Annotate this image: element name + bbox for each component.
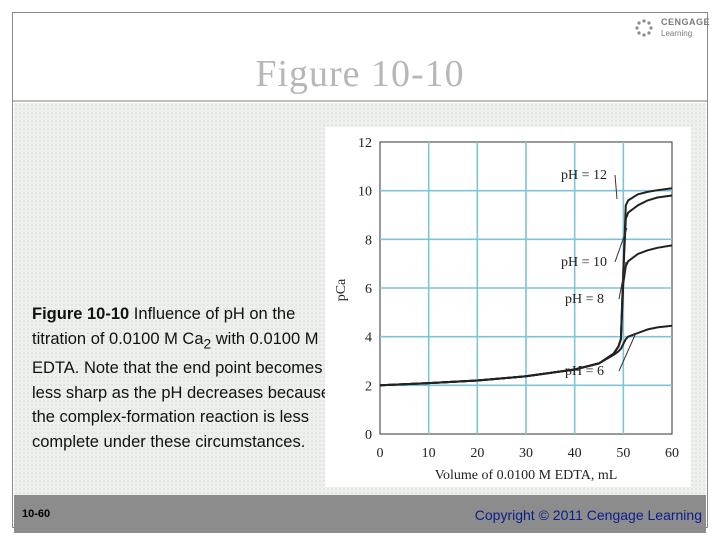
y-tick-label: 0 [365,428,372,443]
series-leader-2 [614,227,628,263]
caption-text: Influence of pH on the titration of 0.01… [32,305,296,348]
logo-subtitle: Learning [661,29,693,38]
y-tick-label: 10 [358,185,372,200]
series-leader-3 [618,261,627,300]
tick-labels: 0 10 20 30 40 50 60 0 2 4 6 8 10 12 [358,136,679,461]
copyright-notice: Copyright © 2011 Cengage Learning [474,507,702,523]
x-tick-label: 20 [470,446,484,461]
y-tick-label: 2 [365,379,372,394]
series-label-3: pH = 8 [565,292,604,307]
series-label-1: pH = 12 [561,168,607,183]
caption-subscript: 2 [203,335,212,351]
series-line-4 [379,324,673,387]
y-tick-label: 6 [365,282,372,297]
series-labels: pH = 12 pH = 10 pH = 8 pH = 6 [561,168,636,379]
y-tick-label: 8 [365,233,372,248]
title-divider [13,100,707,102]
caption-text-continued: with 0.0100 M EDTA. Note that the end po… [32,329,331,451]
x-tick-label: 10 [422,446,436,461]
slide-footer: 10-60 Copyright © 2011 Cengage Learning [14,495,706,533]
x-axis-label: Volume of 0.0100 M EDTA, mL [435,468,618,483]
series-label-4: pH = 6 [565,364,604,379]
x-tick-label: 50 [616,446,630,461]
slide-number: 10-60 [22,508,51,520]
series-leader-1 [614,174,618,200]
logo-wordmark: CENGAGE [661,17,711,27]
cengage-logo: CENGAGE Learning [628,14,710,42]
caption-label: Figure 10-10 [32,305,130,323]
slide-title: Figure 10-10 [255,53,465,95]
grid-lines [380,142,672,434]
title-band [13,13,707,101]
x-tick-label: 30 [519,446,533,461]
y-tick-label: 4 [365,331,372,346]
y-tick-label: 12 [358,136,372,151]
series-curves [379,187,673,387]
x-tick-label: 40 [568,446,582,461]
series-label-2: pH = 10 [561,255,607,270]
chart-panel: 0 10 20 30 40 50 60 0 2 4 6 8 10 12 pH = 12 pH = 10 pH … [325,127,691,487]
x-tick-label: 60 [665,446,679,461]
y-axis-label: pCa [334,278,349,301]
x-tick-label: 0 [377,446,384,461]
cengage-logo-icon [635,19,653,37]
series-leader-4 [618,334,636,372]
figure-caption: Figure 10-10 Influence of pH on the titr… [32,302,350,454]
